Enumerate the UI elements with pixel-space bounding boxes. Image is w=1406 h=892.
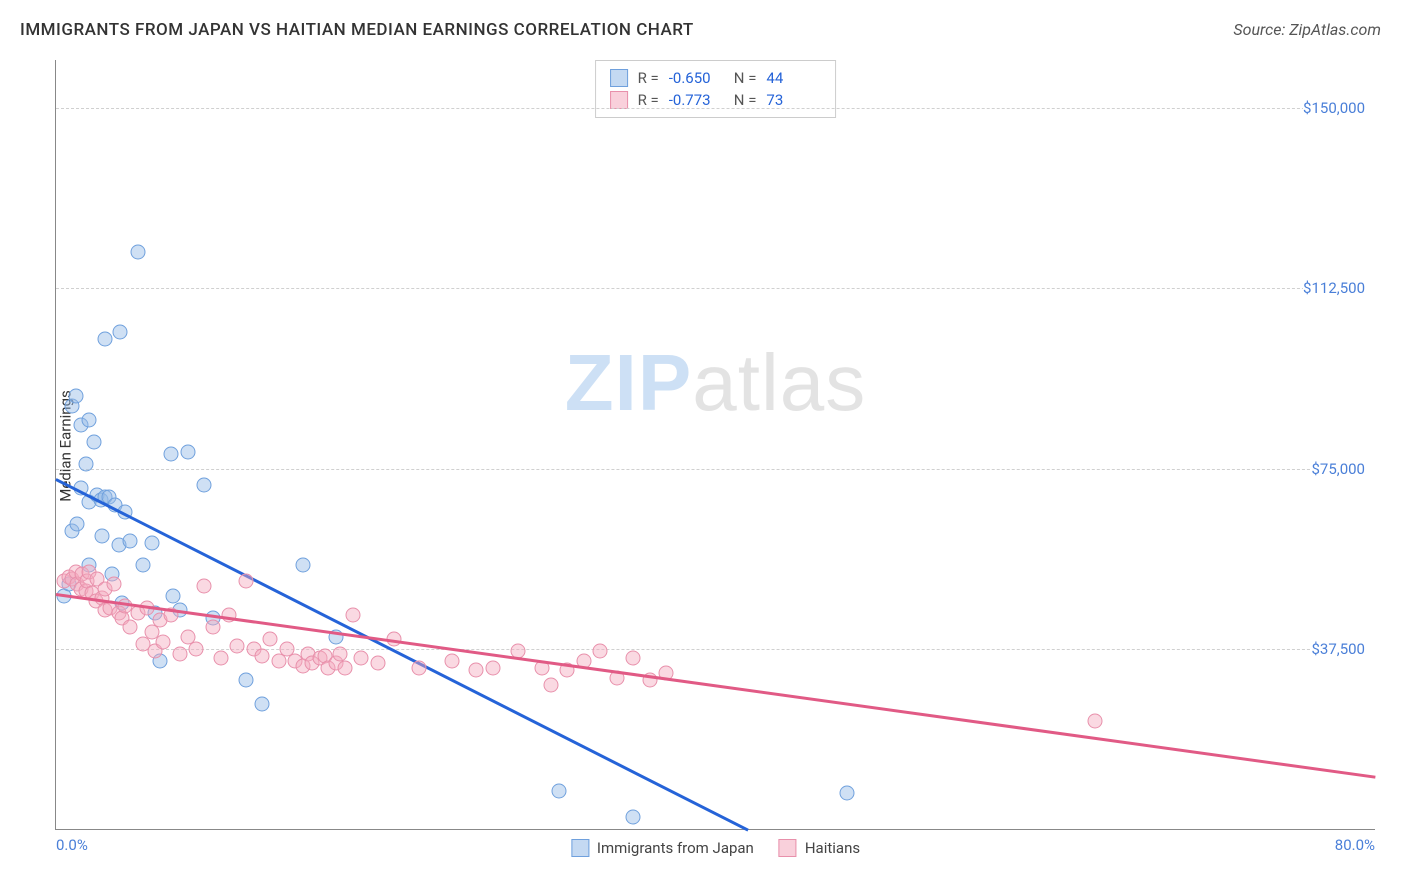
n-label: N = xyxy=(734,69,757,87)
legend-swatch-haitians xyxy=(779,839,797,857)
corr-row-japan: R = -0.650 N = 44 xyxy=(610,67,822,89)
gridline xyxy=(56,469,1375,470)
y-tick-label: $75,000 xyxy=(1311,460,1380,478)
y-tick-label: $37,500 xyxy=(1311,640,1380,658)
scatter-point-japan xyxy=(255,697,270,712)
scatter-point-haitians xyxy=(197,579,212,594)
scatter-point-haitians xyxy=(263,632,278,647)
scatter-point-haitians xyxy=(189,641,204,656)
chart-page: IMMIGRANTS FROM JAPAN VS HAITIAN MEDIAN … xyxy=(0,0,1406,892)
scatter-point-haitians xyxy=(172,646,187,661)
scatter-point-japan xyxy=(144,536,159,551)
scatter-point-japan xyxy=(164,447,179,462)
scatter-point-japan xyxy=(626,809,641,824)
x-tick-min: 0.0% xyxy=(56,836,88,854)
scatter-point-japan xyxy=(238,673,253,688)
scatter-point-haitians xyxy=(1087,713,1102,728)
scatter-point-haitians xyxy=(593,644,608,659)
r-value-haitians: -0.773 xyxy=(669,91,724,109)
scatter-point-japan xyxy=(197,478,212,493)
scatter-point-japan xyxy=(113,324,128,339)
scatter-point-japan xyxy=(95,528,110,543)
scatter-point-haitians xyxy=(543,677,558,692)
scatter-point-haitians xyxy=(485,660,500,675)
watermark: ZIPatlas xyxy=(565,337,866,429)
scatter-point-haitians xyxy=(337,660,352,675)
series-legend: Immigrants from Japan Haitians xyxy=(571,839,860,857)
plot-area: ZIPatlas R = -0.650 N = 44 R = -0.773 N … xyxy=(55,60,1375,830)
r-value-japan: -0.650 xyxy=(669,69,724,87)
scatter-point-haitians xyxy=(106,576,121,591)
scatter-point-japan xyxy=(840,785,855,800)
scatter-point-japan xyxy=(166,588,181,603)
scatter-point-haitians xyxy=(123,620,138,635)
r-label: R = xyxy=(638,69,659,87)
scatter-point-japan xyxy=(81,413,96,428)
scatter-point-japan xyxy=(136,557,151,572)
legend-label-haitians: Haitians xyxy=(805,839,860,857)
watermark-zip: ZIP xyxy=(565,338,692,427)
legend-label-japan: Immigrants from Japan xyxy=(597,839,754,857)
scatter-point-haitians xyxy=(332,646,347,661)
n-value-haitians: 73 xyxy=(766,91,821,109)
scatter-point-japan xyxy=(131,245,146,260)
scatter-point-haitians xyxy=(469,663,484,678)
legend-swatch-japan xyxy=(571,839,589,857)
legend-item-japan: Immigrants from Japan xyxy=(571,839,754,857)
scatter-point-japan xyxy=(296,557,311,572)
scatter-point-haitians xyxy=(345,608,360,623)
scatter-point-haitians xyxy=(222,608,237,623)
scatter-point-haitians xyxy=(213,651,228,666)
scatter-point-japan xyxy=(123,533,138,548)
scatter-point-japan xyxy=(551,783,566,798)
gridline xyxy=(56,288,1375,289)
gridline xyxy=(56,108,1375,109)
scatter-point-japan xyxy=(68,389,83,404)
scatter-point-japan xyxy=(86,435,101,450)
scatter-point-haitians xyxy=(156,634,171,649)
trendline-haitians xyxy=(56,593,1375,778)
scatter-point-haitians xyxy=(370,656,385,671)
scatter-point-haitians xyxy=(230,639,245,654)
n-value-japan: 44 xyxy=(766,69,821,87)
scatter-point-haitians xyxy=(255,648,270,663)
correlation-legend: R = -0.650 N = 44 R = -0.773 N = 73 xyxy=(595,60,837,118)
y-tick-label: $150,000 xyxy=(1303,99,1380,117)
legend-item-haitians: Haitians xyxy=(779,839,860,857)
chart-title: IMMIGRANTS FROM JAPAN VS HAITIAN MEDIAN … xyxy=(20,20,694,40)
scatter-point-haitians xyxy=(354,651,369,666)
swatch-japan xyxy=(610,69,628,87)
x-tick-max: 80.0% xyxy=(1335,836,1375,854)
scatter-point-japan xyxy=(78,456,93,471)
source-label: Source: ZipAtlas.com xyxy=(1233,20,1381,39)
scatter-point-japan xyxy=(70,516,85,531)
y-tick-label: $112,500 xyxy=(1303,279,1380,297)
watermark-atlas: atlas xyxy=(692,338,866,427)
scatter-point-haitians xyxy=(205,620,220,635)
scatter-point-haitians xyxy=(444,653,459,668)
scatter-point-haitians xyxy=(626,651,641,666)
n-label-2: N = xyxy=(734,91,757,109)
scatter-point-japan xyxy=(98,331,113,346)
scatter-point-japan xyxy=(180,444,195,459)
scatter-point-haitians xyxy=(238,574,253,589)
scatter-point-haitians xyxy=(411,660,426,675)
swatch-haitians xyxy=(610,91,628,109)
r-label-2: R = xyxy=(638,91,659,109)
